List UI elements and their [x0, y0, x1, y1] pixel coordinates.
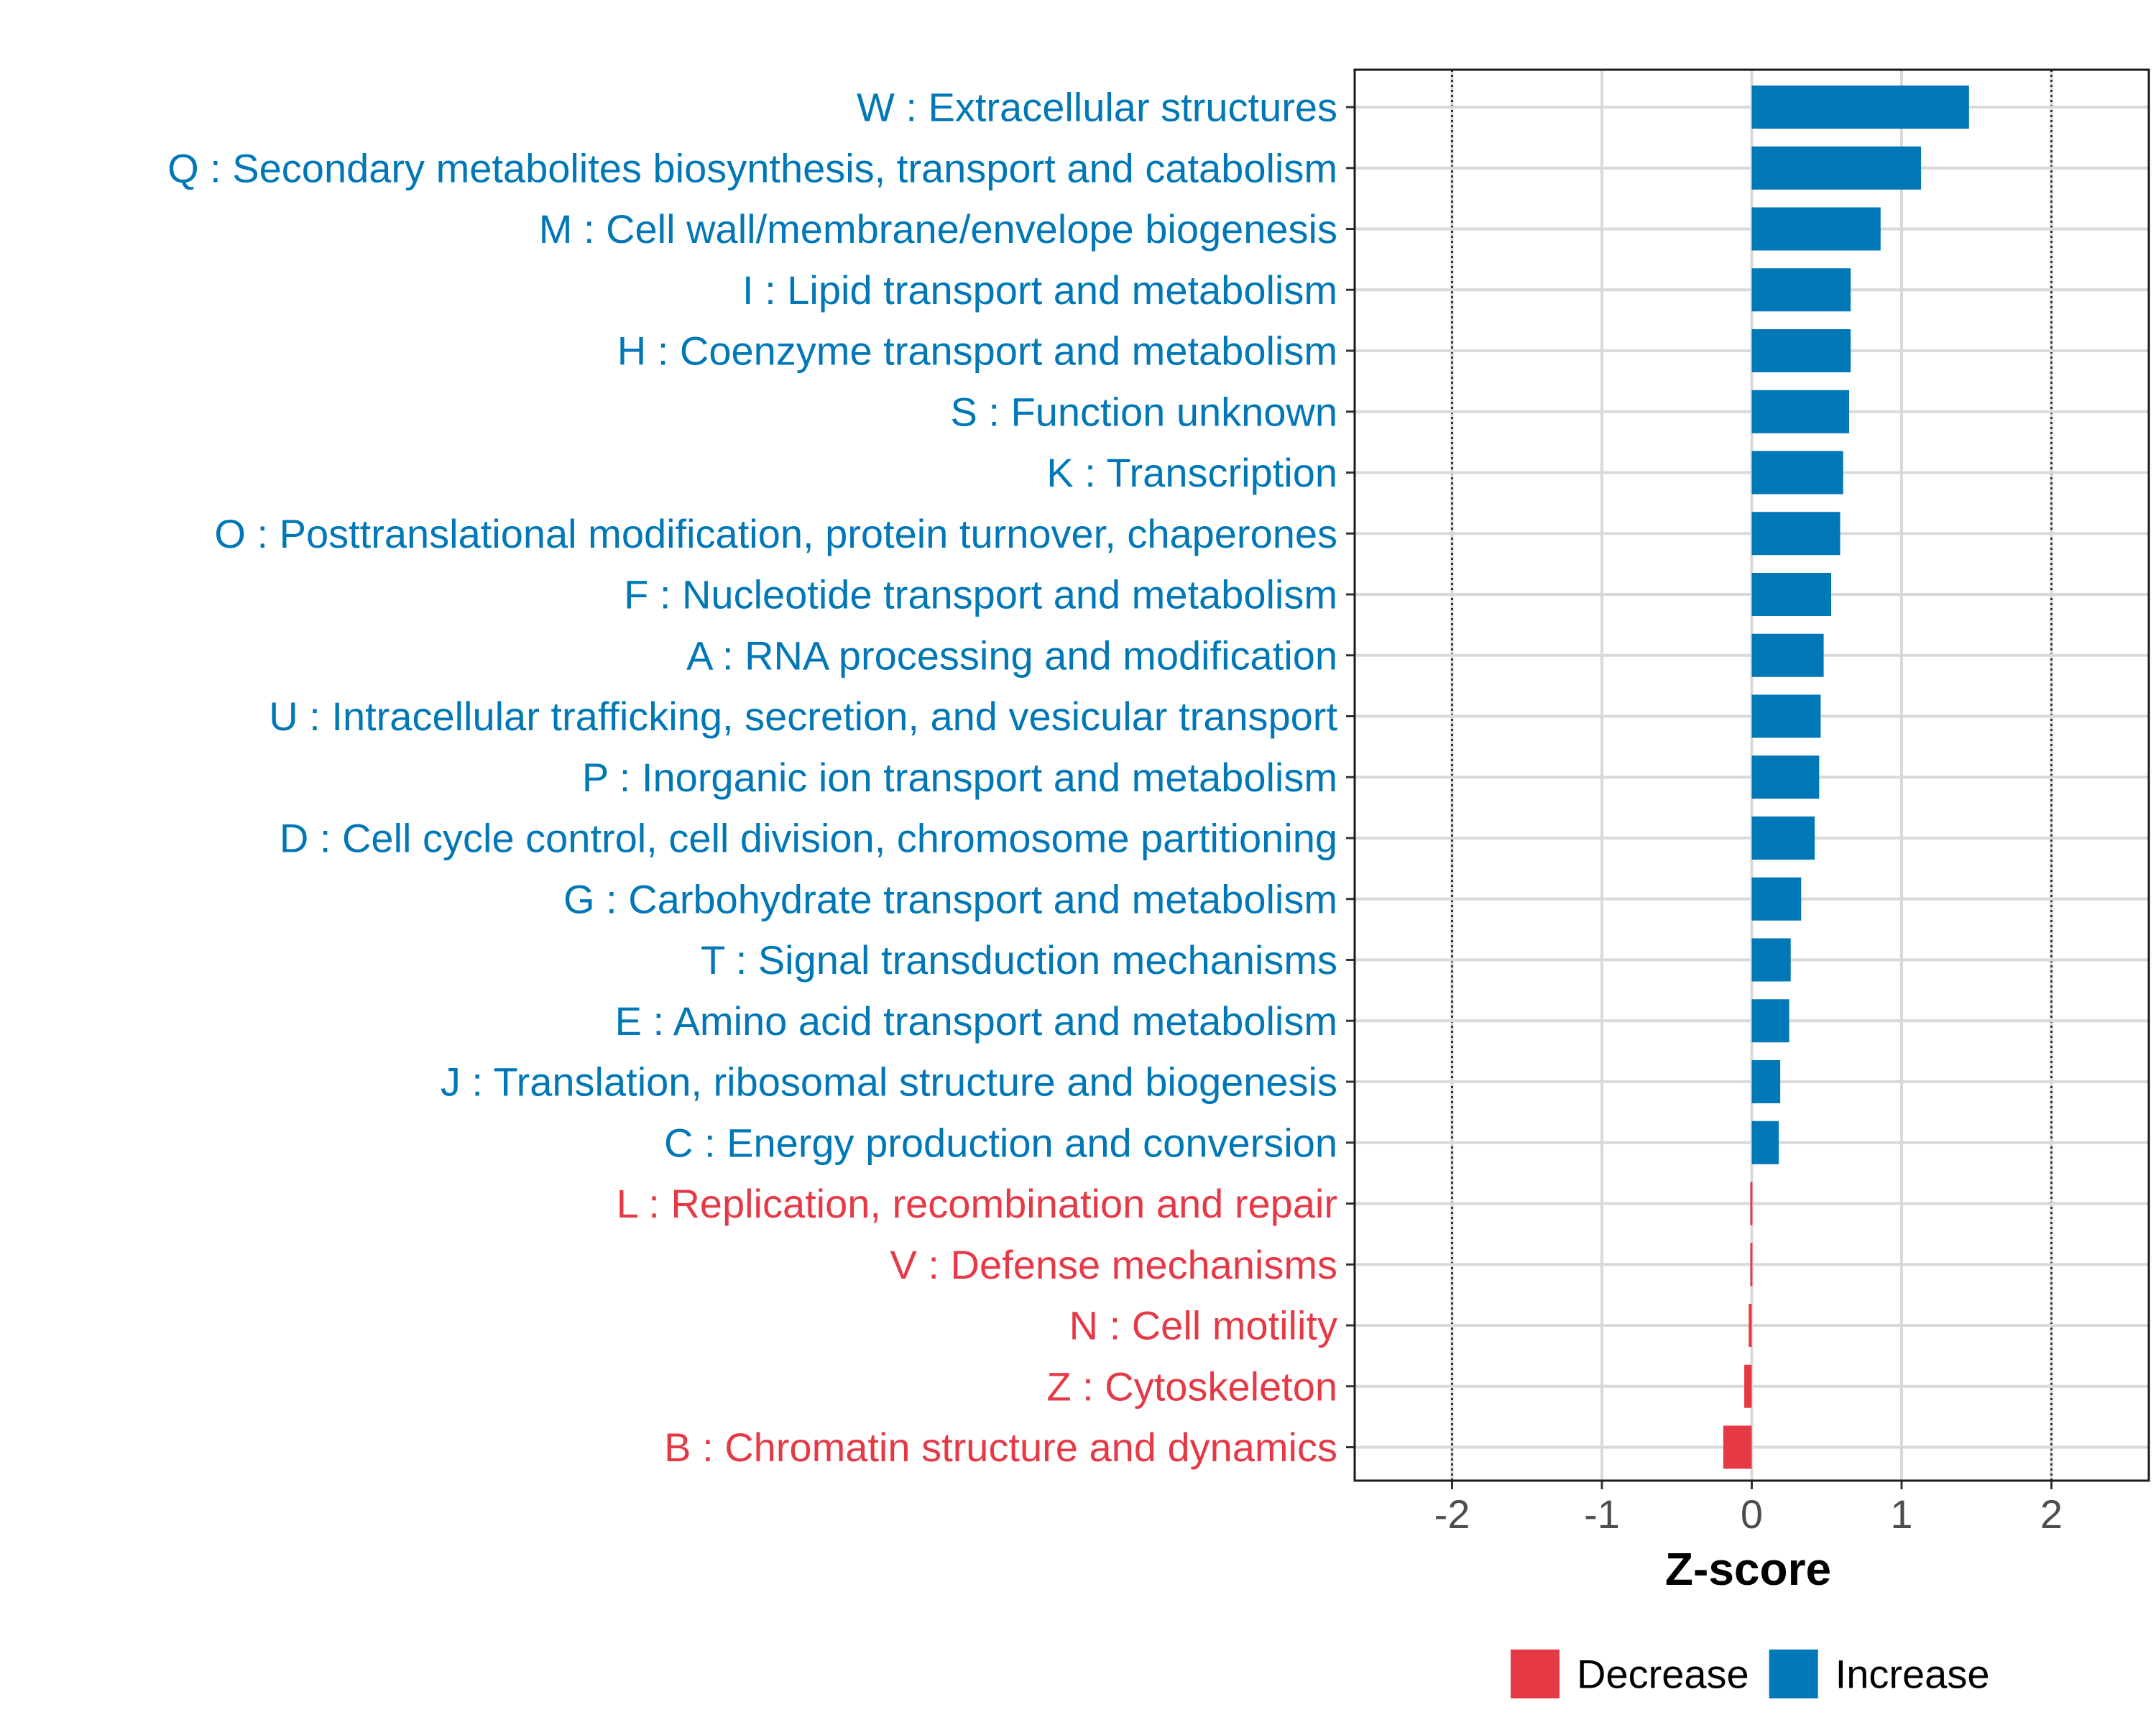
category-label: B : Chromatin structure and dynamics — [664, 1425, 1337, 1470]
category-label: I : Lipid transport and metabolism — [742, 267, 1337, 313]
category-label: C : Energy production and conversion — [664, 1120, 1337, 1165]
legend-swatch — [1769, 1650, 1818, 1698]
x-tick-label: 0 — [1741, 1491, 1763, 1537]
bar — [1723, 1425, 1752, 1469]
category-label: H : Coenzyme transport and metabolism — [617, 328, 1337, 374]
category-label: F : Nucleotide transport and metabolism — [624, 572, 1337, 617]
category-labels: W : Extracellular structures Q : Secondar… — [167, 85, 1355, 1470]
bar — [1751, 1060, 1781, 1103]
category-label: A : RNA processing and modification — [686, 632, 1337, 678]
category-label: Z : Cytoskeleton — [1046, 1363, 1337, 1409]
legend-label: Decrease — [1577, 1652, 1749, 1697]
x-axis-ticks: -2 -1 0 1 2 — [1434, 1481, 2063, 1537]
category-label: N : Cell motility — [1069, 1303, 1337, 1348]
bar — [1751, 938, 1791, 982]
bar — [1751, 573, 1831, 616]
x-tick-label: -1 — [1584, 1491, 1620, 1537]
category-label: J : Translation, ribosomal structure and… — [441, 1059, 1337, 1105]
category-label: L : Replication, recombination and repai… — [617, 1181, 1337, 1226]
category-label: U : Intracellular trafficking, secretion… — [269, 694, 1337, 739]
bar — [1751, 755, 1820, 799]
bar — [1751, 390, 1850, 433]
category-label: T : Signal transduction mechanisms — [701, 937, 1337, 983]
category-label: D : Cell cycle control, cell division, c… — [280, 816, 1337, 861]
bar — [1751, 268, 1851, 312]
x-axis-title: Z-score — [1665, 1543, 1831, 1595]
bar — [1749, 1304, 1752, 1347]
category-label: P : Inorganic ion transport and metaboli… — [582, 755, 1337, 800]
bar — [1751, 999, 1789, 1043]
legend: Decrease Increase — [1511, 1650, 1989, 1698]
bar — [1751, 877, 1802, 921]
bar — [1751, 329, 1851, 372]
bar — [1751, 512, 1841, 556]
category-label: V : Defense mechanisms — [890, 1242, 1337, 1287]
bar — [1750, 1243, 1753, 1287]
bar — [1751, 633, 1824, 677]
bar — [1751, 816, 1815, 860]
x-tick-label: -2 — [1434, 1491, 1470, 1537]
category-label: M : Cell wall/membrane/envelope biogenes… — [539, 206, 1337, 252]
bar — [1751, 146, 1922, 190]
bar — [1751, 207, 1881, 251]
bar — [1750, 1182, 1753, 1225]
category-label: E : Amino acid transport and metabolism — [615, 998, 1337, 1044]
bars — [1723, 86, 1969, 1469]
category-label: Q : Secondary metabolites biosynthesis, … — [167, 145, 1337, 190]
bar — [1751, 694, 1821, 738]
bar — [1751, 1121, 1779, 1164]
legend-label: Increase — [1835, 1652, 1990, 1697]
plot-panel-border — [1353, 68, 2150, 1482]
bar — [1751, 86, 1969, 129]
category-label: K : Transcription — [1046, 450, 1337, 495]
category-label: W : Extracellular structures — [857, 85, 1337, 130]
category-label: G : Carbohydrate transport and metabolis… — [563, 876, 1337, 921]
category-label: O : Posttranslational modification, prot… — [214, 511, 1337, 556]
legend-swatch — [1511, 1650, 1560, 1698]
x-tick-label: 2 — [2040, 1491, 2063, 1537]
bar — [1751, 451, 1843, 494]
x-tick-label: 1 — [1890, 1491, 1912, 1537]
category-label: S : Function unknown — [950, 389, 1337, 434]
bar — [1744, 1364, 1752, 1408]
